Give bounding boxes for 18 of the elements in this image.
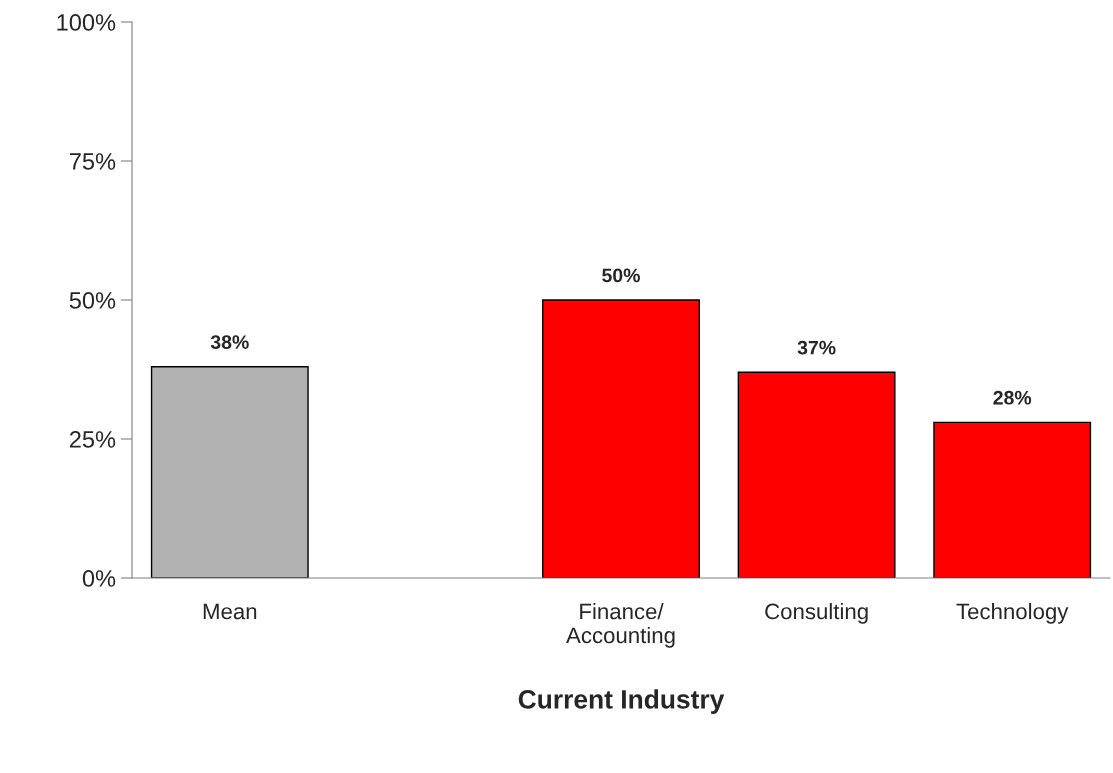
data-label: 38% [210,335,249,350]
bar [150,366,309,578]
y-tick-label: 25% [69,431,116,448]
x-axis-title: Current Industry [518,689,725,714]
x-tick-label: Finance/ Accounting [566,603,675,648]
data-label: 50% [602,268,640,283]
y-tick-label: 0% [82,570,116,587]
x-tick-label: Mean [203,603,257,620]
x-tick-label: Technology [956,603,1069,624]
x-tick-label: Consulting [765,603,868,624]
bar [737,371,896,578]
y-tick-label: 100% [57,14,116,31]
y-tick-label: 75% [69,153,116,170]
bar [542,299,700,578]
data-label: 37% [797,340,836,355]
data-label: 28% [993,390,1032,405]
y-tick-label: 50% [69,292,116,309]
bar [933,421,1092,578]
